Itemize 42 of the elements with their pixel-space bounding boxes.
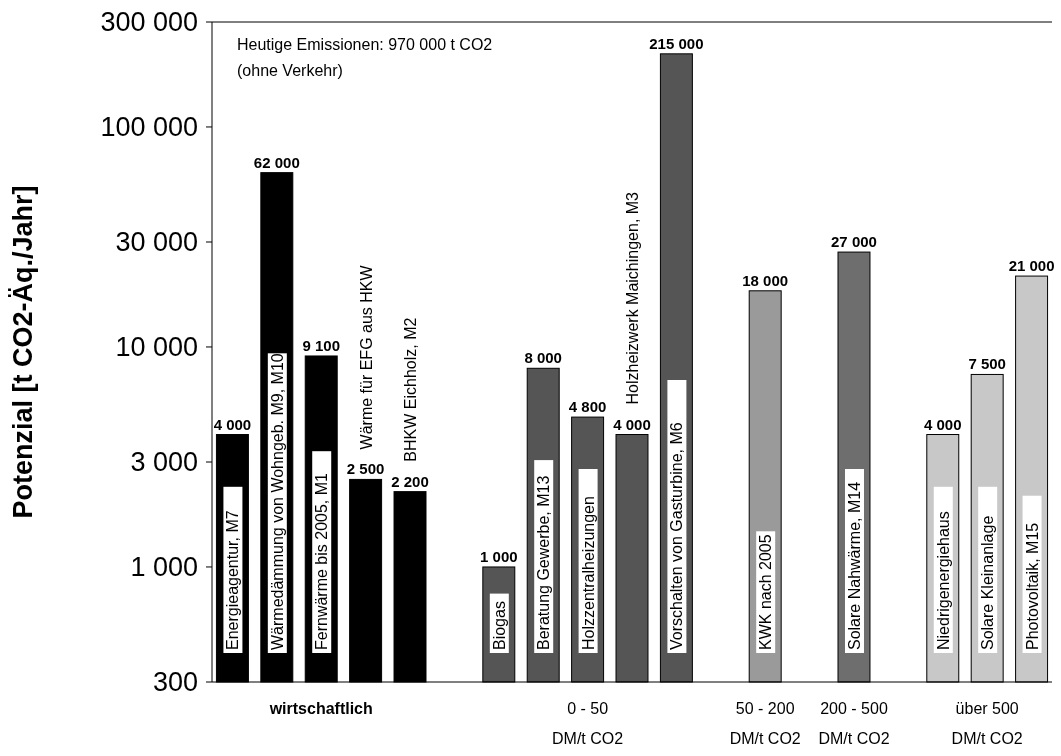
y-tick-label: 300 bbox=[152, 667, 198, 698]
x-tick-label: Vorschalten von Gasturbine, M6 bbox=[668, 422, 686, 650]
x-tick-label: Solare Kleinanlage bbox=[979, 515, 997, 650]
x-tick-label: Beratung Gewerbe, M13 bbox=[535, 475, 553, 650]
x-tick-label: Wärme für EFG aus HKW bbox=[357, 264, 375, 450]
data-label: 1 000 bbox=[480, 547, 518, 565]
data-label: 62 000 bbox=[253, 153, 300, 171]
y-tick-label: 30 000 bbox=[115, 227, 198, 258]
y-tick-label: 10 000 bbox=[115, 332, 198, 363]
y-tick-label: 300 000 bbox=[100, 7, 198, 38]
data-label: 9 100 bbox=[302, 336, 340, 354]
data-label: 2 500 bbox=[346, 460, 385, 478]
data-label: 18 000 bbox=[742, 271, 789, 289]
data-label: 4 000 bbox=[924, 415, 962, 433]
annotation: Heutige Emissionen: 970 000 t CO2 bbox=[237, 36, 493, 53]
data-label: 4 000 bbox=[613, 415, 651, 433]
text: 200 - 500 DM/t CO2 bbox=[818, 700, 890, 747]
x-tick-label: Holzzentralheizungen bbox=[579, 496, 597, 650]
x-tick-label: Biogas bbox=[490, 601, 508, 650]
data-label: 4 000 bbox=[213, 415, 252, 433]
text: 50 - 200 DM/t CO2 bbox=[729, 700, 801, 747]
x-tick-label: Holzheizwerk Maichingen, M3 bbox=[624, 191, 641, 405]
data-label: 8 000 bbox=[524, 349, 562, 367]
data-label: 7 500 bbox=[968, 355, 1006, 373]
y-tick-label: 100 000 bbox=[100, 112, 198, 143]
data-label: 4 800 bbox=[568, 398, 607, 416]
text: 0 - 50 DM/t CO2 bbox=[552, 700, 624, 747]
y-tick-label: 1 000 bbox=[130, 552, 198, 583]
x-tick-label: Energieagentur, M7 bbox=[224, 510, 242, 650]
text: über 500 DM/t CO2 bbox=[951, 700, 1023, 747]
annotation: (ohne Verkehr) bbox=[237, 62, 343, 79]
x-tick-label: Photovoltaik, M15 bbox=[1023, 522, 1041, 650]
data-label: 27 000 bbox=[831, 233, 877, 251]
data-label: 215 000 bbox=[649, 34, 704, 52]
text: wirtschaftlich bbox=[268, 700, 373, 717]
x-tick-label: Niedrigenergiehaus bbox=[934, 511, 952, 650]
y-axis-title: Potenzial [t CO2-Äq./Jahr] bbox=[8, 185, 38, 519]
x-tick-label: BHKW Eichholz, M2 bbox=[402, 317, 420, 462]
data-label: 21 000 bbox=[1008, 257, 1055, 275]
y-tick-label: 3 000 bbox=[130, 447, 198, 478]
data-label: 2 200 bbox=[391, 472, 429, 490]
x-tick-label: Fernwärme bis 2005, M1 bbox=[313, 472, 331, 650]
